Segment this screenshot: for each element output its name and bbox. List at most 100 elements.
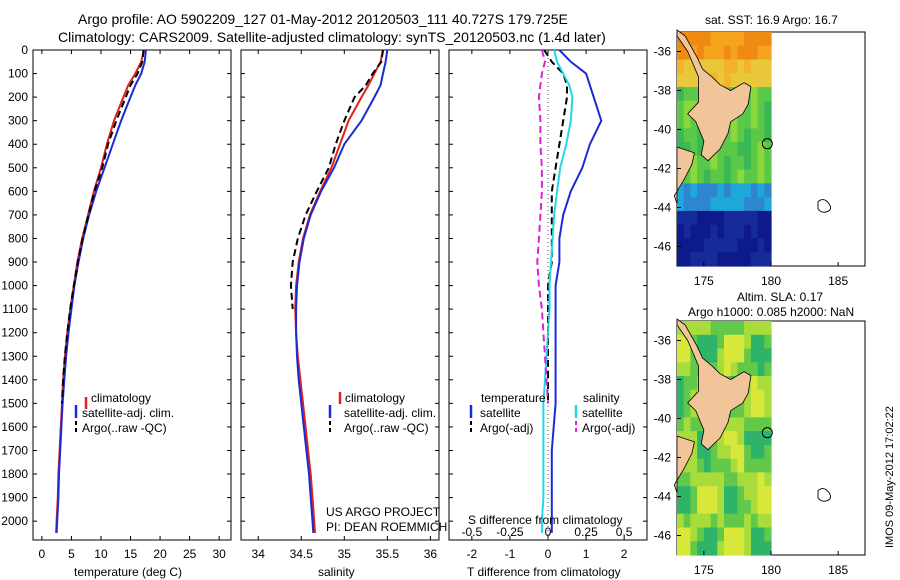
- map-cell: [764, 59, 772, 74]
- x-tick-label-s: -0.5: [462, 525, 483, 539]
- map-cell: [703, 458, 712, 473]
- map-cell: [757, 321, 765, 336]
- salinity-panel: 34 34.5 35 35.5 36 salinity climatology sate…: [240, 49, 447, 579]
- x-tick-label: -2: [467, 547, 478, 561]
- map-cell: [677, 45, 685, 61]
- x-tick-label: 10: [94, 547, 108, 561]
- map-cell: [724, 210, 732, 226]
- map-cell: [697, 472, 705, 487]
- map-cell: [683, 197, 691, 212]
- map-cell: [744, 100, 752, 116]
- map-cell: [677, 362, 685, 377]
- map-cell: [703, 321, 712, 336]
- map-cell: [757, 334, 765, 350]
- y-tick-label: 100: [8, 67, 28, 81]
- x-tick-label-s: 0.25: [574, 525, 598, 539]
- legend-s-argo: Argo(-adj): [582, 421, 635, 435]
- map-cell: [710, 169, 718, 184]
- map-y-tick-label: -40: [654, 412, 672, 426]
- y-tick-label: 900: [8, 255, 28, 269]
- map-y-tick-label: -38: [654, 373, 672, 387]
- map-cell: [677, 183, 685, 198]
- map-cell: [750, 513, 759, 529]
- map-cell: [744, 513, 752, 529]
- map-cell: [750, 499, 759, 515]
- map-cell: [744, 321, 752, 336]
- map-cell: [757, 32, 765, 47]
- map-cell: [737, 527, 745, 542]
- map-cell: [703, 513, 712, 529]
- x-tick-label-s: 0.5: [616, 525, 633, 539]
- map-cell: [683, 499, 691, 515]
- y-tick-label: 800: [8, 231, 28, 245]
- map-cell: [744, 197, 752, 212]
- map-cell: [677, 513, 685, 529]
- map-cell: [750, 389, 759, 405]
- series-line-argo-adj-: [536, 49, 549, 404]
- map-y-tick-label: -44: [654, 490, 672, 504]
- map-cell: [744, 486, 752, 501]
- map-cell: [744, 155, 752, 171]
- map-cell: [690, 541, 698, 556]
- map-cell: [750, 224, 759, 240]
- map-cell: [764, 376, 772, 391]
- map-cell: [717, 513, 725, 529]
- map-cell: [737, 197, 745, 212]
- land-north-island: [676, 29, 752, 162]
- map-cell: [690, 513, 698, 529]
- map-sla-title-2: Argo h1000: 0.085 h2000: NaN: [688, 305, 854, 319]
- map-cell: [764, 458, 772, 473]
- map-cell: [677, 128, 685, 143]
- y-tick-label: 400: [8, 137, 28, 151]
- map-cell: [724, 417, 732, 432]
- map-cell: [690, 458, 698, 473]
- map-cell: [757, 486, 765, 501]
- map-cell: [677, 73, 685, 88]
- map-y-tick-label: -46: [654, 529, 672, 543]
- map-cell: [764, 142, 772, 157]
- map-cell: [710, 527, 718, 542]
- legend-satellite: satellite-adj. clim.: [344, 406, 436, 420]
- map-cell: [744, 169, 752, 184]
- map-cell: [750, 376, 759, 391]
- map-cell: [737, 45, 745, 61]
- map-cell: [730, 527, 738, 542]
- map-cell: [750, 114, 759, 129]
- map-cell: [717, 321, 725, 336]
- map-cell: [690, 142, 698, 157]
- map-cell: [730, 155, 738, 171]
- map-cell: [703, 334, 712, 350]
- map-cell: [683, 128, 691, 143]
- map-cell: [750, 197, 759, 212]
- map-cell: [677, 334, 685, 350]
- map-cell: [744, 224, 752, 240]
- map-cell: [697, 486, 705, 501]
- map-cell: [690, 376, 698, 391]
- map-cell: [677, 417, 685, 432]
- map-cell: [750, 431, 759, 446]
- map-cell: [697, 142, 705, 157]
- map-cell: [703, 444, 712, 460]
- map-cell: [703, 472, 712, 487]
- map-cell: [750, 169, 759, 184]
- map-cell: [677, 238, 685, 253]
- x-tick-label: 35.5: [376, 547, 400, 561]
- map-y-tick-label: -40: [654, 123, 672, 137]
- map-cell: [724, 499, 732, 515]
- salinity-legend: climatology satellite-adj. clim. Argo(..…: [328, 391, 436, 435]
- map-cell: [757, 362, 765, 377]
- map-cell: [764, 362, 772, 377]
- map-cell: [757, 499, 765, 515]
- map-cell: [697, 169, 705, 184]
- map-cell: [710, 513, 718, 529]
- map-cell: [724, 348, 732, 363]
- map-cell: [724, 142, 732, 157]
- map-cell: [757, 142, 765, 157]
- map-cell: [683, 472, 691, 487]
- legend-title-salinity: salinity: [583, 391, 620, 405]
- map-cell: [750, 100, 759, 116]
- map-cell: [724, 224, 732, 240]
- map-cell: [750, 210, 759, 226]
- argo-float-marker: [761, 427, 773, 439]
- map-cell: [710, 458, 718, 473]
